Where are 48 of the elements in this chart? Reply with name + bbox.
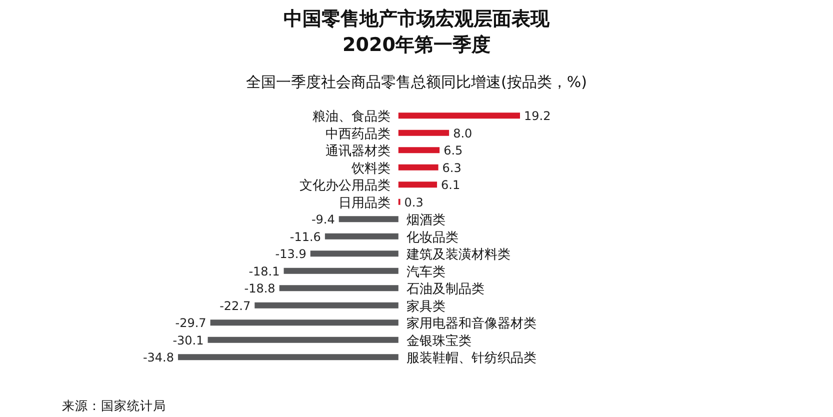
y-tick-label: 建筑及装潢材料类: [405, 248, 510, 263]
y-tick-label: 通讯器材类: [325, 144, 390, 160]
data-label: 19.2: [524, 109, 551, 124]
y-tick-label: 中西药品类: [325, 126, 390, 142]
y-tick-label: 粮油、食品类: [312, 110, 390, 125]
bar: [338, 216, 398, 222]
bar: [284, 268, 398, 274]
y-tick-label: 石油及制品类: [406, 282, 484, 298]
bar: [279, 285, 398, 292]
data-label: -11.6: [290, 230, 321, 244]
data-label: -13.9: [275, 247, 306, 262]
bar: [310, 250, 398, 257]
bar: [398, 112, 520, 119]
bar: [254, 302, 398, 308]
y-tick-label: 烟酒类: [406, 213, 446, 228]
data-label: 0.3: [404, 195, 424, 210]
y-tick-label: 金银珠宝类: [406, 332, 472, 349]
y-tick-label: 家用电器和音像器材类: [406, 316, 536, 332]
text: 全国一季度社会商品零售总额同比增速(按品类，%): [246, 73, 587, 91]
y-tick-label: 服装鞋帽、针纺织品类: [406, 351, 536, 366]
y-tick-label: 家具类: [406, 298, 446, 314]
bar: [324, 233, 398, 240]
data-label: 6.5: [444, 144, 463, 158]
data-label: -18.1: [248, 264, 280, 278]
bar: [178, 354, 398, 360]
bar: [398, 130, 450, 136]
data-label: -22.7: [220, 298, 251, 313]
bar: [398, 147, 440, 154]
bar: [398, 164, 438, 170]
source-note: 来源：国家统计局: [62, 398, 166, 413]
bar: [210, 320, 398, 326]
y-tick-label: 化妆品类: [406, 230, 458, 246]
data-label: -9.4: [311, 212, 335, 227]
y-tick-label: 汽车类: [406, 264, 446, 280]
data-label: 8.0: [453, 126, 472, 140]
chart-title: 中国零售地产市场宏观层面表现: [284, 8, 550, 30]
y-tick-label: 文化办公用品类: [299, 178, 390, 194]
chart-subtitle: 2020年第一季度: [342, 34, 490, 56]
bar: [208, 336, 398, 343]
y-tick-label: 饮料类: [350, 161, 390, 176]
data-label: 6.1: [441, 178, 460, 192]
data-label: -29.7: [175, 316, 206, 330]
data-label: 6.3: [442, 160, 462, 175]
y-tick-label: 日用品类: [338, 196, 390, 211]
data-label: -30.1: [172, 333, 204, 348]
data-label: -18.8: [244, 282, 276, 296]
bar: [398, 182, 438, 188]
data-label: -34.8: [142, 350, 174, 365]
